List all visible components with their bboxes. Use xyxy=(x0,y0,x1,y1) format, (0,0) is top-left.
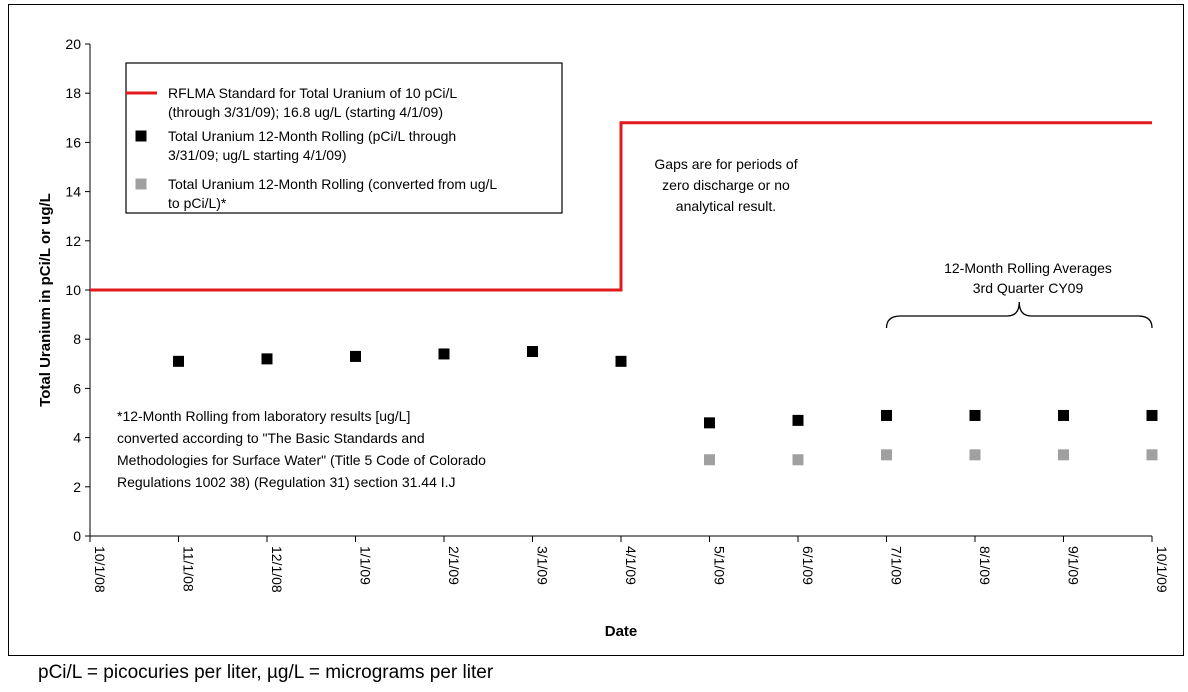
chart-frame xyxy=(8,4,1184,656)
data-point xyxy=(1146,409,1158,421)
x-tick-label: 6/1/09 xyxy=(800,546,816,585)
y-tick-label: 0 xyxy=(73,528,81,544)
data-point xyxy=(527,346,538,357)
annotation-gaps: analytical result. xyxy=(676,198,776,214)
legend-swatch-marker xyxy=(135,178,147,190)
x-tick-label: 5/1/09 xyxy=(712,546,728,585)
x-tick-label: 10/1/08 xyxy=(92,546,108,593)
x-tick-label: 11/1/08 xyxy=(181,546,197,592)
data-point xyxy=(1058,409,1069,421)
annotation-gaps: zero discharge or no xyxy=(662,177,790,193)
x-tick-label: 7/1/09 xyxy=(889,546,905,585)
x-tick-label: 2/1/09 xyxy=(446,546,462,585)
y-tick-label: 14 xyxy=(65,184,81,200)
data-point xyxy=(792,454,804,466)
annotation-rolling-averages: 3rd Quarter CY09 xyxy=(973,280,1084,296)
y-tick-label: 16 xyxy=(65,134,81,150)
y-tick-label: 4 xyxy=(73,430,81,446)
y-tick-label: 2 xyxy=(73,479,81,495)
y-tick-label: 8 xyxy=(73,331,81,347)
legend-label: to pCi/L)* xyxy=(168,195,227,211)
data-point xyxy=(881,409,892,421)
data-point xyxy=(438,348,450,360)
x-tick-label: 8/1/09 xyxy=(977,546,993,585)
y-axis-label: Total Uranium in pCi/L or ug/L xyxy=(37,193,54,407)
data-point xyxy=(1146,449,1158,461)
legend-label: Total Uranium 12-Month Rolling (converte… xyxy=(168,176,497,192)
x-tick-label: 4/1/09 xyxy=(623,546,639,585)
annotation-gaps: Gaps are for periods of xyxy=(654,156,797,172)
x-tick-label: 9/1/09 xyxy=(1066,546,1082,585)
legend-label: RFLMA Standard for Total Uranium of 10 p… xyxy=(168,85,457,101)
annotations: Gaps are for periods of zero discharge or… xyxy=(117,156,1153,490)
data-point xyxy=(704,417,715,429)
x-tick-label: 10/1/09 xyxy=(1154,546,1170,593)
legend-label: (through 3/31/09); 16.8 ug/L (starting 4… xyxy=(168,104,443,120)
legend-box xyxy=(125,62,563,214)
y-tick-label: 6 xyxy=(73,380,81,396)
annotation-footnote: converted according to "The Basic Standa… xyxy=(117,430,425,446)
series-line-standard xyxy=(90,121,1152,292)
x-tick-label: 3/1/09 xyxy=(535,546,551,585)
x-tick-label: 12/1/08 xyxy=(269,546,285,593)
x-axis-label: Date xyxy=(605,623,638,640)
data-point xyxy=(1058,449,1069,461)
annotation-footnote: *12-Month Rolling from laboratory result… xyxy=(117,408,410,424)
data-point xyxy=(969,449,981,461)
y-tick-label: 18 xyxy=(65,85,81,101)
y-tick-label: 12 xyxy=(65,233,81,249)
legend-label: 3/31/09; ug/L starting 4/1/09) xyxy=(168,147,347,163)
data-point xyxy=(261,353,273,365)
series-layer xyxy=(90,121,1158,466)
data-point xyxy=(615,355,627,367)
y-tick-label: 20 xyxy=(65,36,81,52)
brace-bracket xyxy=(885,301,1153,329)
annotation-footnote: Methodologies for Surface Water" (Title … xyxy=(117,452,486,468)
caption: pCi/L = picocuries per liter, µg/L = mic… xyxy=(38,662,494,683)
data-point xyxy=(969,409,981,421)
data-point xyxy=(173,355,184,367)
data-point xyxy=(881,449,892,461)
annotation-footnote: Regulations 1002 38) (Regulation 31) sec… xyxy=(117,474,456,490)
data-point xyxy=(792,414,804,426)
annotation-rolling-averages: 12-Month Rolling Averages xyxy=(944,260,1112,276)
y-tick-label: 10 xyxy=(65,282,81,298)
data-point xyxy=(704,454,715,466)
legend-swatch-marker xyxy=(135,130,147,142)
axes: 0 2 4 6 8 10 12 14 16 18 20 10/1/08 11/1/08 12/1/08 1/… xyxy=(37,36,1170,640)
legend: RFLMA Standard for Total Uranium of 10 p… xyxy=(125,62,563,214)
legend-label: Total Uranium 12-Month Rolling (pCi/L th… xyxy=(168,128,456,144)
data-point xyxy=(350,350,361,362)
x-tick-label: 1/1/09 xyxy=(358,546,374,585)
